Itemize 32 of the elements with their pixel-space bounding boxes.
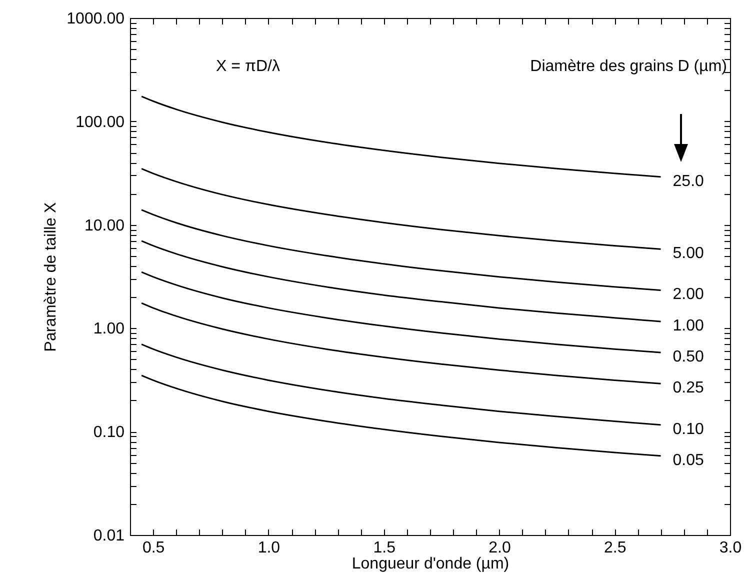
line-series [140,209,662,291]
line-series [140,96,662,178]
y-tick-label: 1.00 [93,320,125,338]
y-tick-label: 0.01 [93,528,125,544]
y-axis-title: Paramètre de taille X [42,202,60,352]
x-tick-label: 2.5 [604,540,626,556]
legend-label: 0.10 [672,420,704,438]
annotation: X = πD/λ [216,58,280,75]
y-tick-label: 0.10 [93,424,125,442]
line-series [140,344,662,426]
line-series [140,271,662,354]
x-tick-label: 0.5 [142,540,165,556]
legend-label: 0.05 [672,452,704,469]
y-tick-label: 100.00 [76,114,125,131]
x-axis-title: Longueur d'onde (µm) [352,556,510,572]
legend-label: 2.00 [672,286,704,304]
legend-label: 1.00 [672,318,704,335]
legend-label: 0.50 [672,348,704,366]
legend-title: Diamètre des grains D (µm) [530,58,727,75]
x-tick-label: 3.0 [719,540,742,556]
line-series [140,168,662,250]
legend-label: 5.00 [672,245,704,262]
legend-label: 25.0 [672,172,704,190]
x-tick-label: 1.0 [258,540,280,556]
y-tick-label: 10.00 [84,217,125,234]
y-tick-label: 1000.00 [66,10,125,28]
x-tick-label: 2.0 [488,540,511,556]
line-series [140,374,662,457]
legend-label: 0.25 [672,380,704,397]
line-series [140,302,662,384]
line-series [140,240,662,322]
x-tick-label: 1.5 [373,540,396,556]
